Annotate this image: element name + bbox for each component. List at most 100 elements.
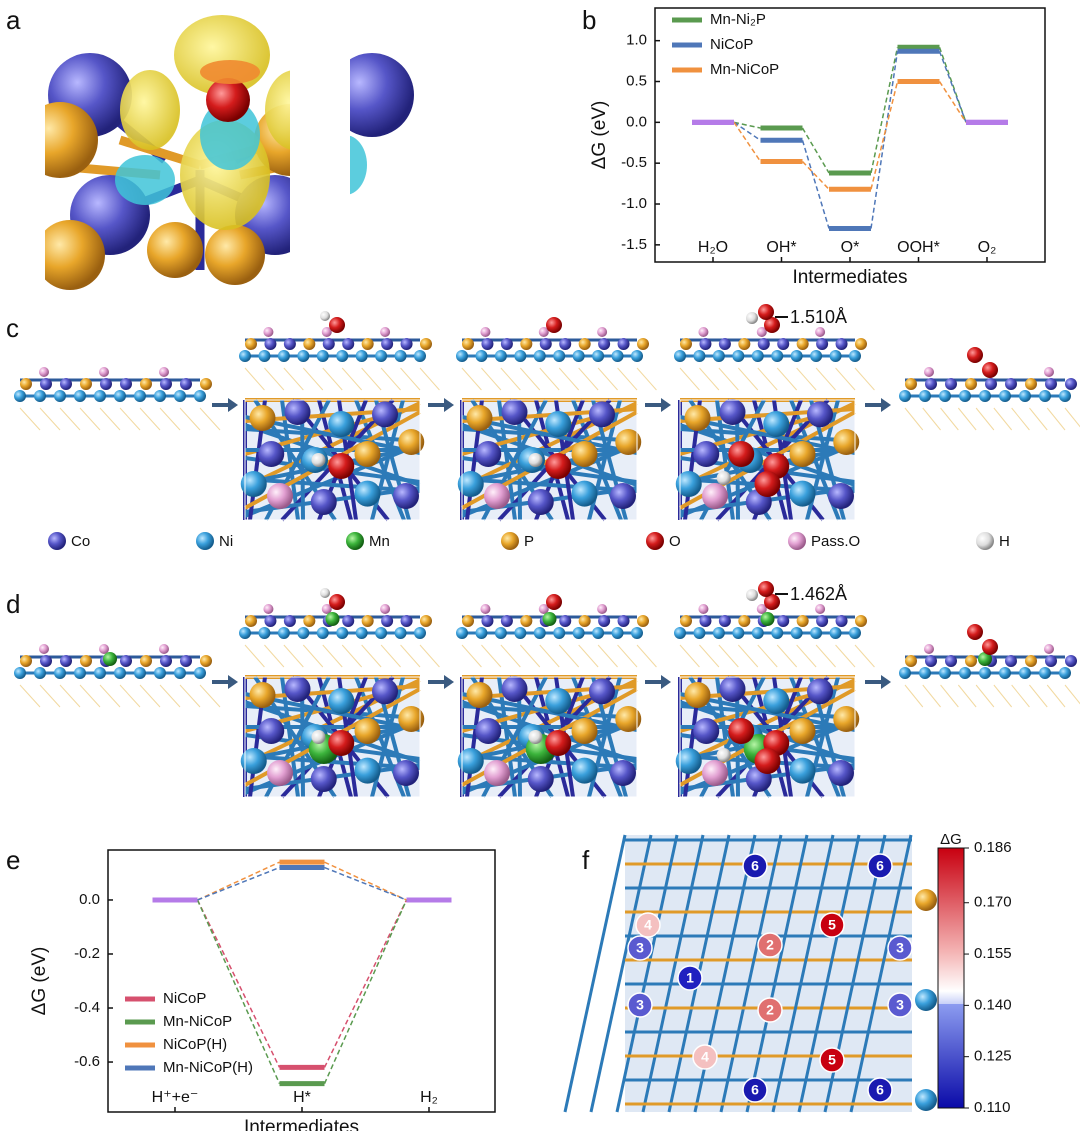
atom — [103, 652, 117, 666]
atom — [484, 760, 510, 786]
atom — [533, 627, 546, 639]
atom — [539, 338, 552, 350]
atom — [754, 471, 781, 497]
atom — [346, 532, 364, 550]
legend-label: NiCoP — [163, 990, 206, 1007]
bond — [322, 644, 343, 668]
atom — [267, 760, 293, 786]
atom — [414, 627, 426, 639]
y-tick-label: 0.5 — [626, 72, 647, 89]
atom — [354, 480, 381, 507]
atom — [501, 532, 519, 550]
atom — [393, 760, 419, 786]
site-label: 6 — [876, 858, 884, 874]
atom — [815, 327, 826, 337]
atom — [589, 401, 615, 428]
atom — [320, 311, 330, 321]
connector — [801, 140, 830, 229]
atom — [249, 405, 276, 431]
step-arrow-head — [228, 398, 238, 412]
panel-label: d — [6, 589, 20, 619]
atom — [790, 627, 803, 639]
atom — [915, 989, 937, 1011]
bond — [481, 644, 502, 668]
top-view-frame — [679, 399, 856, 521]
bond — [1029, 684, 1048, 708]
atom — [466, 682, 493, 708]
atom-legend-label: Co — [71, 533, 90, 550]
connector — [938, 51, 967, 123]
atom — [398, 429, 425, 455]
bond — [119, 684, 141, 708]
bond — [500, 644, 521, 668]
x-tick-label: OH* — [766, 239, 796, 256]
site-label: 1 — [686, 970, 694, 986]
atom-legend-label: P — [524, 533, 534, 550]
atom — [381, 338, 394, 350]
atom — [925, 378, 937, 390]
x-tick-label: O* — [841, 239, 860, 256]
atom — [763, 411, 790, 437]
atom — [545, 688, 572, 714]
bond-length: 1.462Å — [790, 584, 847, 604]
atom — [959, 390, 971, 402]
atom — [631, 350, 643, 362]
atom — [915, 1089, 937, 1111]
atom-legend-label: Mn — [369, 533, 390, 550]
bond — [957, 684, 977, 708]
bond-length: 1.510Å — [790, 307, 847, 327]
atom — [303, 615, 316, 627]
colorbar-tick-label: 0.170 — [974, 894, 1012, 911]
atom — [134, 390, 146, 402]
atom — [40, 378, 52, 390]
atom — [816, 338, 829, 350]
atom — [828, 483, 854, 509]
atom — [457, 471, 484, 497]
atom — [99, 367, 109, 377]
bond — [904, 684, 924, 708]
atom — [528, 453, 543, 467]
atom — [328, 730, 355, 756]
bond — [835, 367, 856, 391]
bond — [776, 644, 798, 668]
atom — [40, 655, 52, 667]
atom — [316, 627, 329, 639]
atom — [160, 655, 172, 667]
atom — [849, 627, 861, 639]
bond — [39, 684, 61, 708]
bond — [835, 644, 856, 668]
atom — [140, 378, 152, 390]
atom — [578, 615, 591, 627]
bond — [283, 644, 304, 668]
atom — [154, 667, 166, 679]
bond — [617, 644, 638, 668]
x-tick-label: O₂ — [978, 239, 997, 256]
atom — [945, 378, 957, 390]
connector — [196, 899, 281, 1068]
atom — [533, 350, 546, 362]
bond — [322, 367, 343, 391]
atom — [1005, 655, 1017, 667]
x-tick-label: H⁺+e⁻ — [152, 1089, 199, 1106]
atom — [1045, 378, 1057, 390]
atom — [999, 390, 1011, 402]
connector — [324, 866, 407, 901]
atom — [982, 639, 998, 655]
site-marker — [627, 935, 653, 961]
site-marker — [887, 935, 913, 961]
bond — [1046, 407, 1066, 431]
atom — [728, 718, 755, 744]
atom — [728, 441, 755, 467]
atom — [321, 327, 332, 337]
atom — [979, 667, 991, 679]
atom — [1039, 390, 1051, 402]
bond — [179, 407, 201, 431]
bond — [796, 644, 817, 668]
atom — [915, 889, 937, 911]
colorbar-title: ΔG — [940, 831, 962, 848]
atom — [520, 338, 533, 350]
atom — [849, 350, 861, 362]
atom — [263, 604, 274, 614]
atom — [716, 748, 731, 762]
atom — [328, 411, 355, 437]
